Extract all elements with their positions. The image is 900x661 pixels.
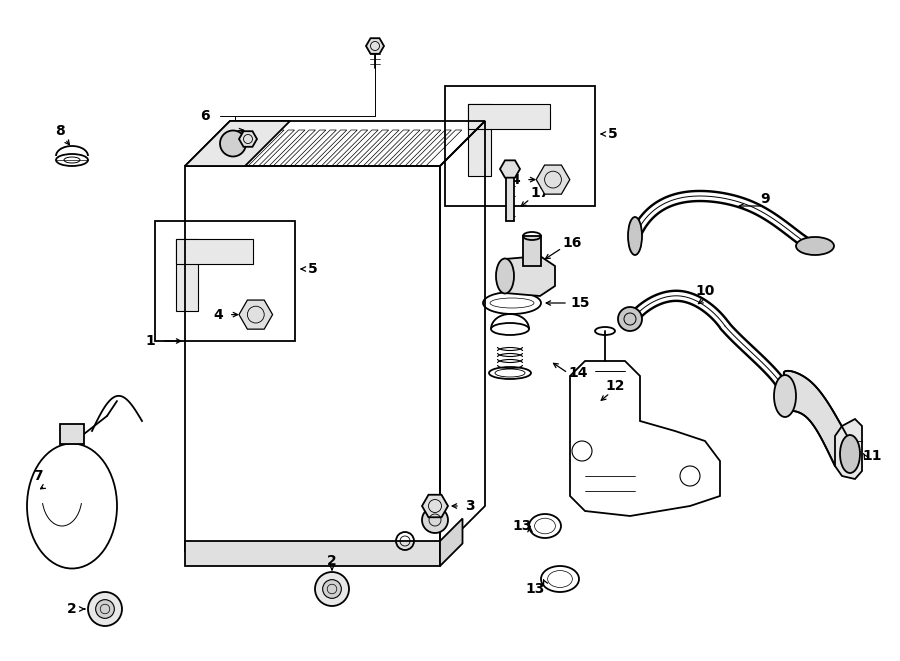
Text: 16: 16 [562,236,581,250]
Bar [176,239,198,311]
Bar [467,104,550,129]
Circle shape [95,600,114,618]
Polygon shape [505,256,555,296]
Bar [60,424,84,444]
Ellipse shape [796,237,834,255]
Ellipse shape [496,258,514,293]
Circle shape [422,507,448,533]
Text: 13: 13 [526,582,544,596]
Circle shape [315,572,349,606]
Bar [467,104,491,176]
Text: 9: 9 [760,192,770,206]
Ellipse shape [774,375,796,417]
Bar [506,169,514,221]
Polygon shape [784,371,850,466]
Bar [445,86,595,206]
Text: 17: 17 [530,186,550,200]
Text: 15: 15 [571,296,590,310]
Circle shape [618,307,642,331]
Circle shape [88,592,122,626]
Bar [155,221,295,341]
Text: 13: 13 [512,519,532,533]
Text: 1: 1 [145,334,155,348]
Text: 11: 11 [862,449,882,463]
Text: 2: 2 [327,554,337,568]
Text: 6: 6 [200,109,210,123]
Ellipse shape [840,435,860,473]
Bar [185,541,440,566]
Text: 4: 4 [510,173,520,186]
Text: 4: 4 [213,307,222,322]
Text: 14: 14 [568,366,588,380]
Text: 10: 10 [696,284,715,298]
Text: 8: 8 [55,124,65,138]
Bar [176,239,253,264]
Text: 2: 2 [68,602,76,616]
Polygon shape [835,419,862,479]
Circle shape [322,580,341,598]
Text: 12: 12 [605,379,625,393]
Polygon shape [440,518,463,566]
Text: 5: 5 [308,262,318,276]
Text: 7: 7 [33,469,43,483]
Bar [523,236,541,266]
Text: 3: 3 [465,499,475,513]
Polygon shape [185,121,290,166]
Text: 5: 5 [608,127,618,141]
Ellipse shape [628,217,642,255]
Circle shape [220,130,246,157]
